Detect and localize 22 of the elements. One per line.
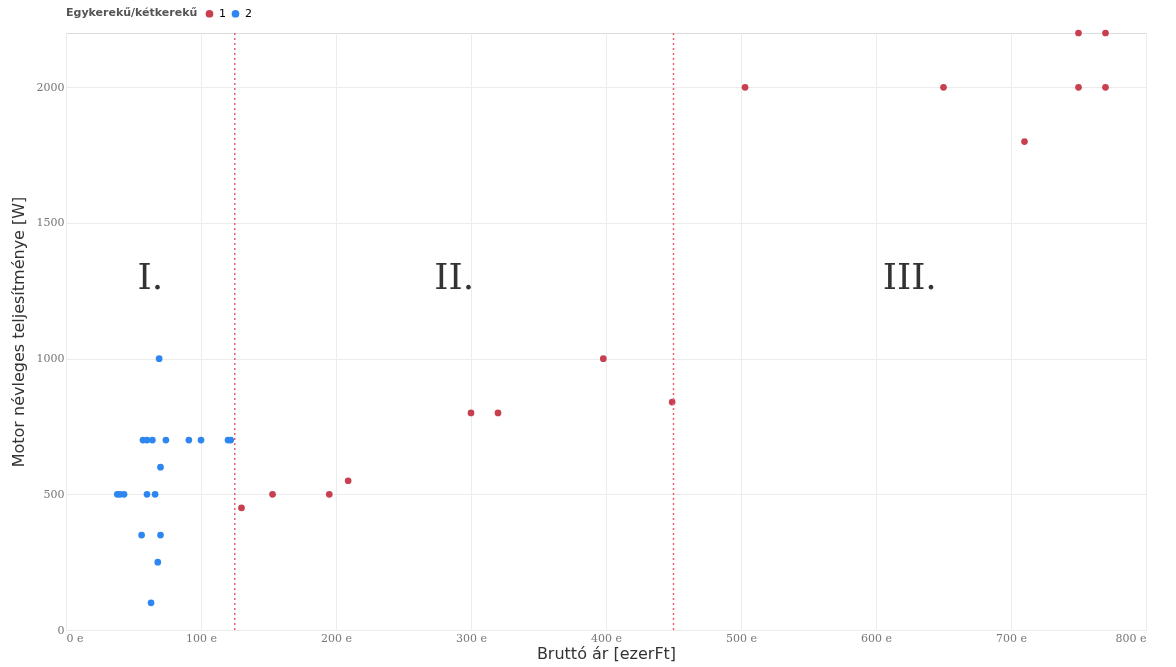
y-tick-label: 1000 [36, 352, 65, 366]
x-tick-label: 300 e [455, 631, 488, 645]
y-tick-label: 1500 [36, 216, 65, 230]
y-axis-title: Motor névleges teljesítménye [W] [8, 196, 28, 468]
y-tick-label: 2000 [36, 80, 65, 94]
annotation: II. [434, 255, 475, 297]
x-tick-label: 400 e [590, 631, 623, 645]
y-tick-label: 500 [43, 487, 65, 501]
x-tick-label: 600 e [860, 631, 893, 645]
annotation: I. [137, 255, 164, 297]
legend-label: 1 [219, 6, 226, 20]
y-tick-label: 0 [57, 623, 65, 637]
x-tick-label: 500 e [725, 631, 758, 645]
x-tick-label: 0 e [66, 631, 84, 645]
x-tick-label: 800 e [1115, 631, 1147, 645]
x-axis-title: Bruttó ár [ezerFt] [536, 643, 677, 663]
legend-title: Egykerekű/kétkerekű [66, 6, 198, 19]
annotation: III. [882, 255, 937, 297]
x-tick-label: 100 e [185, 631, 218, 645]
x-tick-label: 200 e [320, 631, 353, 645]
legend-label: 2 [245, 6, 252, 20]
x-tick-label: 700 e [995, 631, 1028, 645]
